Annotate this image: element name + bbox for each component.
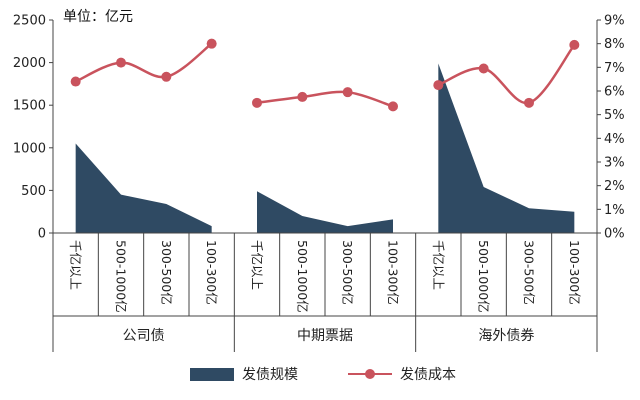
line-point: [524, 97, 534, 108]
category-label: 100-300亿: [386, 240, 401, 305]
right-tick-label: 8%: [604, 37, 625, 52]
right-tick-label: 7%: [604, 61, 625, 76]
category-label: 500-1000亿: [295, 240, 310, 313]
right-tick-label: 2%: [604, 179, 625, 194]
legend-swatch-line: [348, 368, 392, 381]
right-tick-label: 4%: [604, 132, 625, 147]
right-tick-label: 6%: [604, 85, 625, 100]
category-label: 300-500亿: [340, 240, 355, 305]
legend: 发债规模 发债成本: [0, 364, 640, 388]
legend-label-area: 发债规模: [242, 367, 298, 383]
right-tick-label: 3%: [604, 156, 625, 171]
line-point: [70, 76, 81, 87]
right-tick-label: 1%: [604, 203, 625, 218]
legend-item-line: 发债成本: [348, 364, 456, 384]
category-label: 千亿以上: [250, 240, 265, 290]
group-label: 中期票据: [297, 328, 353, 344]
line-point: [433, 80, 444, 91]
legend-item-area: 发债规模: [190, 364, 298, 384]
category-label: 100-300亿: [204, 240, 219, 305]
line-point: [206, 38, 217, 49]
group-label: 公司债: [123, 328, 165, 344]
area-segment-2: [257, 191, 393, 233]
line-point: [388, 101, 398, 112]
group-label: 海外债券: [478, 328, 534, 344]
left-tick-label: 2000: [13, 56, 46, 71]
category-label: 100-300亿: [567, 240, 582, 305]
line-point: [342, 87, 353, 98]
left-tick-label: 0: [38, 227, 46, 242]
right-tick-label: 9%: [604, 14, 625, 29]
line-point: [161, 71, 172, 82]
line-segment-2: [256, 90, 394, 108]
category-label: 300-500亿: [522, 240, 537, 305]
line-point: [478, 63, 489, 74]
right-tick-label: 5%: [604, 108, 625, 123]
left-tick-label: 2500: [13, 14, 46, 29]
left-tick-label: 500: [21, 184, 46, 199]
category-label: 千亿以上: [431, 240, 446, 290]
left-tick-label: 1000: [13, 141, 46, 156]
line-point: [252, 97, 262, 108]
area-segment-1: [75, 143, 212, 233]
unit-label: 单位：亿元: [63, 9, 133, 25]
line-segment-3: [437, 44, 576, 105]
line-point: [116, 57, 126, 68]
legend-label-line: 发债成本: [400, 367, 456, 383]
line-segment-1: [75, 42, 213, 83]
line-point: [569, 39, 580, 50]
category-label: 300-500亿: [159, 240, 174, 305]
right-tick-label: 0%: [604, 227, 625, 242]
category-label: 500-1000亿: [476, 240, 491, 313]
category-label: 千亿以上: [68, 240, 83, 290]
legend-swatch-area: [190, 367, 234, 381]
line-point: [297, 91, 308, 102]
area-segment-3: [438, 63, 575, 234]
left-tick-label: 1500: [13, 99, 46, 114]
category-label: 500-1000亿: [114, 240, 129, 313]
